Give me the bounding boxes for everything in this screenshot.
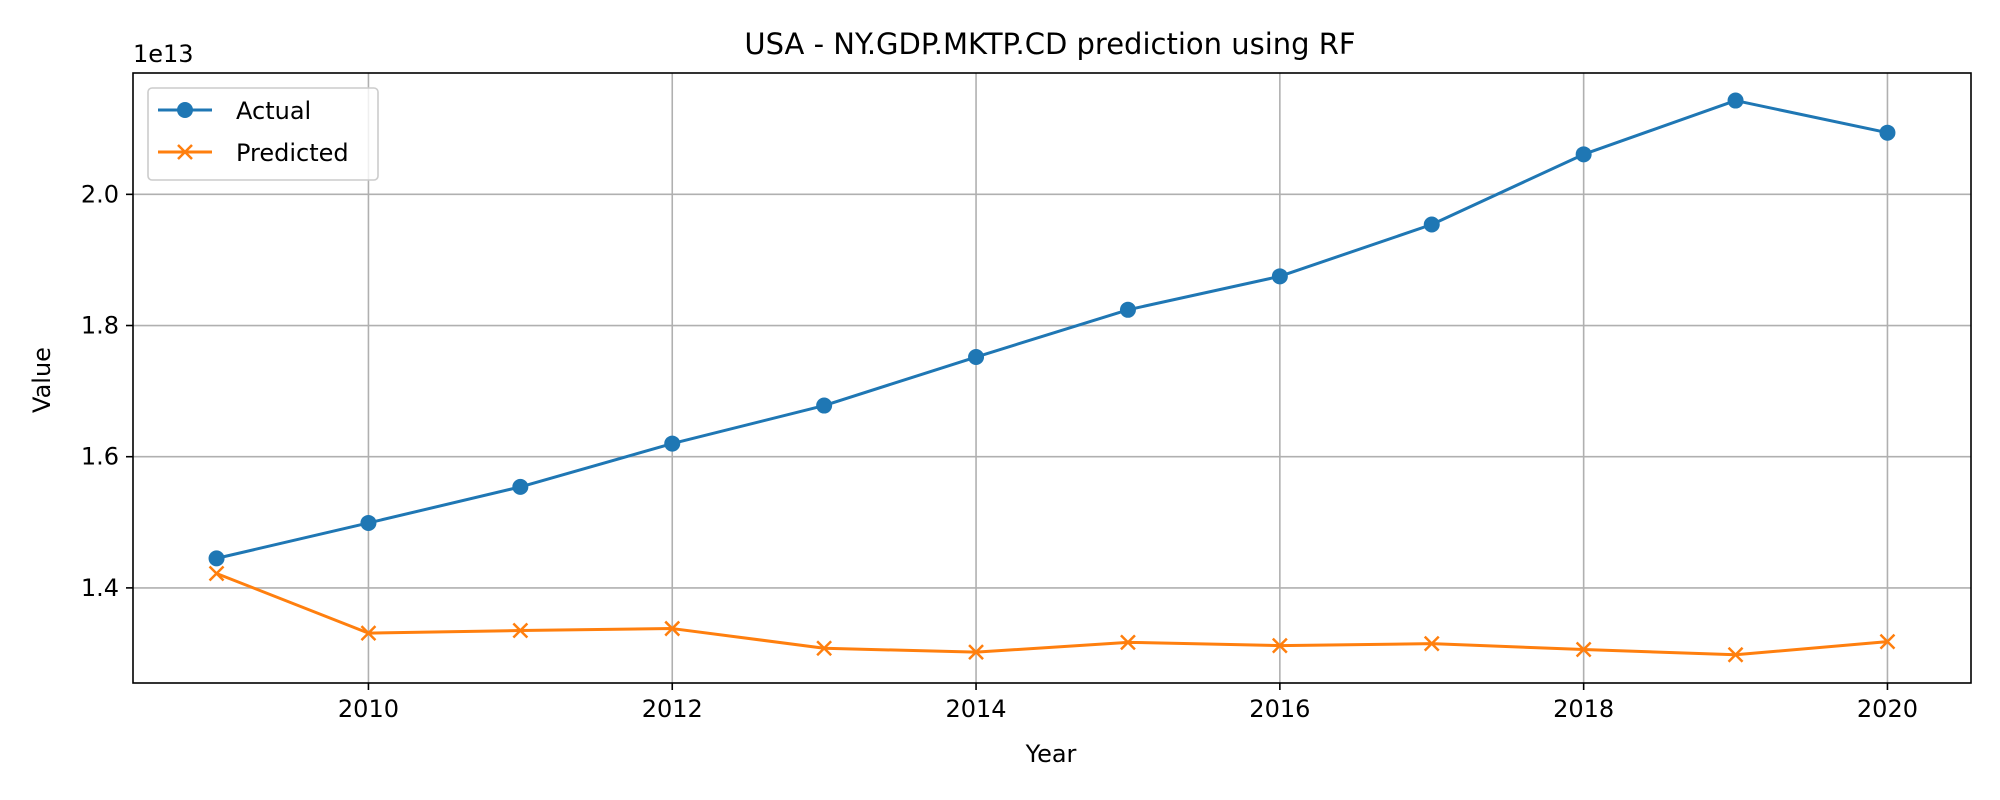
x-tick-label: 2014 (946, 695, 1007, 723)
plot-frame (132, 72, 1972, 684)
data-point-actual (1879, 124, 1896, 141)
data-point-predicted (968, 644, 984, 661)
legend-label-actual: Actual (236, 97, 311, 125)
y-tick-label: 1.6 (81, 443, 119, 471)
y-tick-label: 2.0 (81, 180, 119, 208)
data-point-actual (512, 478, 529, 495)
data-point-predicted (664, 620, 681, 637)
chart-title: USA - NY.GDP.MKTP.CD prediction using RF (744, 27, 1355, 61)
y-axis-offset-label: 1e13 (133, 40, 194, 68)
data-point-actual (1575, 146, 1592, 163)
data-point-actual (816, 397, 833, 414)
data-point-actual (1119, 301, 1136, 318)
y-tick-label: 1.4 (81, 574, 119, 602)
data-point-predicted (512, 622, 529, 639)
x-tick-label: 2010 (338, 695, 399, 723)
data-point-actual (208, 550, 225, 567)
series-layer (208, 92, 1896, 663)
data-point-actual (664, 435, 681, 452)
x-tick-label: 2020 (1857, 695, 1918, 723)
data-point-predicted (208, 565, 225, 582)
data-point-predicted (360, 625, 377, 642)
grid (133, 73, 1971, 683)
y-tick-label: 1.8 (81, 312, 119, 340)
series-line-predicted (215, 571, 1889, 657)
data-point-predicted (1120, 634, 1136, 651)
data-point-predicted (816, 640, 833, 657)
series-line-actual (215, 99, 1889, 560)
x-tick-label: 2016 (1249, 695, 1310, 723)
data-point-actual (1271, 268, 1288, 285)
legend-label-predicted: Predicted (236, 139, 349, 167)
data-point-actual (360, 514, 377, 531)
data-point-predicted (1271, 637, 1288, 654)
data-point-predicted (1727, 646, 1744, 663)
data-point-actual (1727, 92, 1744, 109)
legend: Actual Predicted (147, 87, 379, 181)
data-point-actual (1423, 216, 1440, 233)
legend-marker-predicted (177, 144, 193, 160)
data-point-predicted (1423, 635, 1440, 652)
data-point-predicted (1879, 633, 1896, 650)
x-tick-label: 2012 (642, 695, 703, 723)
data-point-predicted (1575, 641, 1592, 658)
y-axis-label: Value (28, 347, 56, 413)
legend-marker-actual (177, 102, 193, 118)
x-tick-label: 2018 (1553, 695, 1614, 723)
data-point-actual (968, 349, 985, 366)
x-axis-label: Year (1025, 740, 1077, 768)
axis-ticks: 2010 2012 2014 2016 2018 2020 1.4 1.6 1.8 2.0 (81, 180, 1918, 723)
